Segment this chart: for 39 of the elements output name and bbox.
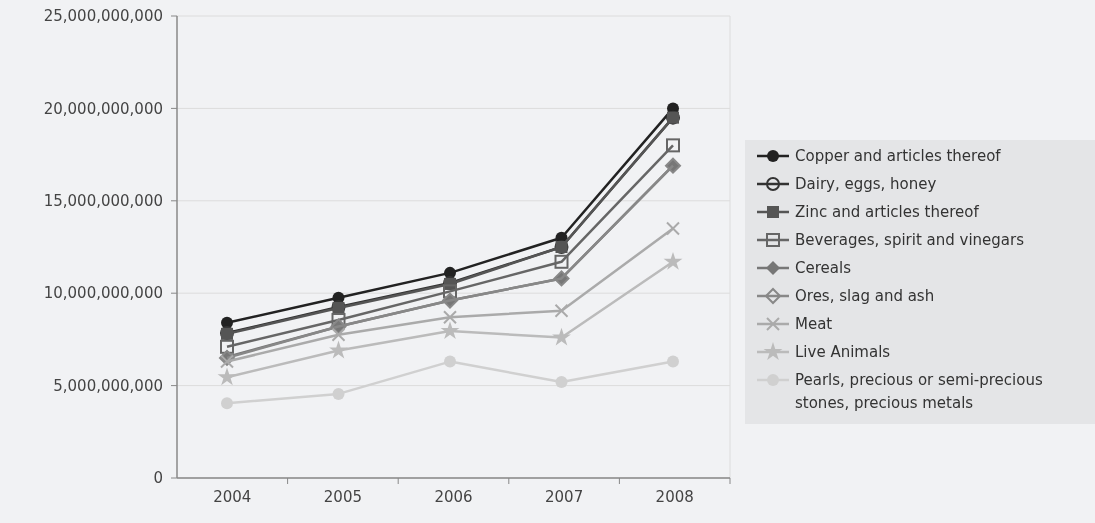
legend-label: Copper and articles thereof bbox=[795, 147, 1002, 166]
point bbox=[444, 355, 456, 368]
point bbox=[554, 254, 569, 269]
y-tick-label: 15,000,000,000 bbox=[43, 192, 163, 211]
point bbox=[221, 397, 233, 410]
point bbox=[554, 303, 569, 318]
legend-label: Beverages, spirit and vinegars bbox=[795, 231, 1025, 250]
x-tick-label: 2007 bbox=[545, 488, 584, 506]
point bbox=[443, 310, 457, 325]
point bbox=[220, 354, 234, 369]
x-tick-label: 2005 bbox=[323, 488, 362, 506]
x-tick-label: 2006 bbox=[434, 488, 473, 506]
point bbox=[329, 340, 348, 359]
point bbox=[220, 339, 234, 354]
point bbox=[331, 327, 346, 342]
y-tick-label: 5,000,000,000 bbox=[53, 376, 163, 395]
point bbox=[667, 355, 679, 368]
x-tick-label: 2004 bbox=[213, 488, 252, 506]
legend-label: Meat bbox=[795, 315, 833, 334]
point bbox=[663, 251, 683, 270]
y-tick-label: 10,000,000,000 bbox=[43, 284, 163, 303]
point bbox=[555, 375, 568, 388]
point bbox=[666, 138, 680, 153]
point bbox=[217, 367, 237, 386]
legend-label: Pearls, precious or semi-precious stones, precious metals bbox=[795, 371, 1043, 412]
legend-label: Dairy, eggs, honey bbox=[795, 175, 937, 194]
y-tick-label: 20,000,000,000 bbox=[43, 99, 163, 118]
point bbox=[440, 321, 460, 340]
legend-label: Cereals bbox=[795, 259, 852, 278]
point bbox=[332, 387, 345, 400]
point bbox=[666, 221, 680, 236]
legend-label: Ores, slag and ash bbox=[795, 287, 935, 306]
y-tick-label: 0 bbox=[153, 469, 163, 488]
x-tick-label: 2008 bbox=[655, 488, 694, 506]
legend-label: Live Animals bbox=[795, 343, 891, 362]
legend-label: Zinc and articles thereof bbox=[795, 203, 980, 222]
y-tick-label: 25,000,000,000 bbox=[43, 7, 163, 26]
point bbox=[443, 284, 457, 299]
point bbox=[552, 327, 571, 346]
